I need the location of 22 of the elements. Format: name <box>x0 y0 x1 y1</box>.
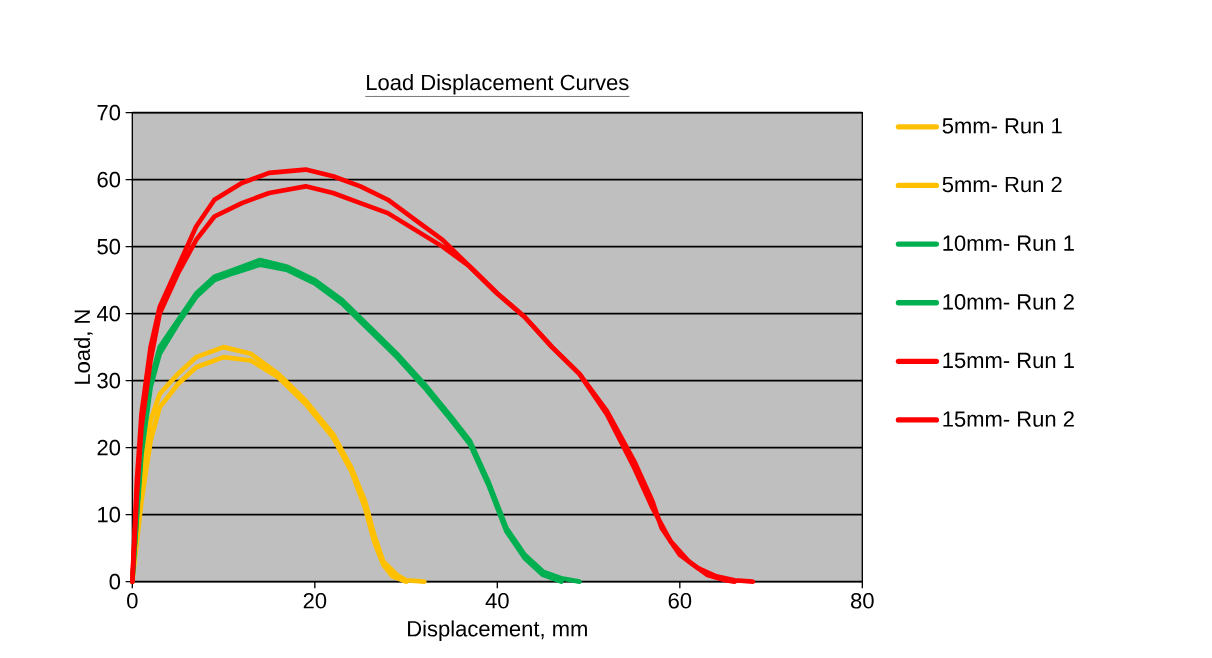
legend-label: 10mm- Run 1 <box>943 235 1074 251</box>
y-tick-label: 70 <box>97 104 121 121</box>
legend-label: 5mm- Run 1 <box>942 118 1062 134</box>
x-tick-label: 40 <box>485 592 509 609</box>
legend-label: 15mm- Run 1 <box>943 352 1074 369</box>
legend-label: 5mm- Run 2 <box>942 176 1062 193</box>
y-tick-label: 60 <box>97 171 121 188</box>
y-tick-label: 50 <box>97 238 121 255</box>
y-tick-label: 40 <box>96 305 121 322</box>
y-tick-label: 20 <box>97 439 121 456</box>
legend-label: 15mm- Run 2 <box>943 411 1074 427</box>
legend-label: 10mm- Run 2 <box>943 294 1074 310</box>
y-tick-label: 30 <box>97 372 121 389</box>
x-tick-label: 20 <box>303 592 327 609</box>
x-tick-label: 80 <box>851 592 874 609</box>
y-tick-label: 0 <box>109 573 121 590</box>
chart-title: Load Displacement Curves <box>367 74 629 95</box>
x-tick-label: 0 <box>127 592 138 609</box>
y-tick-label: 10 <box>98 506 121 523</box>
x-tick-label: 60 <box>668 592 692 609</box>
x-axis-title: Displacement, mm <box>408 620 587 641</box>
y-axis-title: Load, N <box>73 310 93 384</box>
